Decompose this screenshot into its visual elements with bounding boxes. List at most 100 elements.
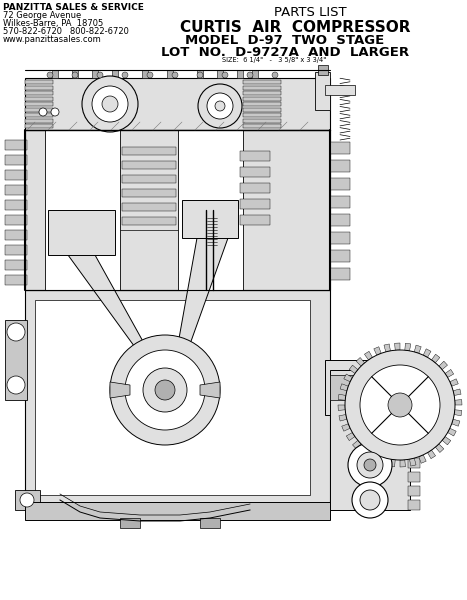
Bar (5, 170, 27, 180)
Polygon shape (414, 345, 421, 353)
Polygon shape (445, 370, 454, 377)
Bar (15, 490, 40, 510)
Circle shape (388, 393, 412, 417)
Circle shape (20, 493, 34, 507)
Bar (5, 275, 27, 285)
Bar (408, 444, 420, 454)
Circle shape (7, 323, 25, 341)
Bar (252, 70, 258, 78)
Bar (25, 80, 53, 84)
Circle shape (72, 72, 78, 78)
Circle shape (348, 443, 392, 487)
Polygon shape (400, 460, 405, 467)
Bar (120, 518, 140, 528)
Bar (5, 245, 27, 255)
Bar (112, 70, 118, 78)
Bar (122, 189, 176, 197)
Circle shape (352, 482, 388, 518)
Polygon shape (68, 255, 160, 372)
Bar (122, 147, 176, 155)
Polygon shape (453, 389, 461, 395)
Polygon shape (384, 344, 390, 352)
Polygon shape (423, 349, 431, 358)
Polygon shape (364, 352, 373, 360)
Bar (240, 183, 270, 193)
Polygon shape (342, 424, 350, 431)
Bar (330, 142, 350, 154)
Circle shape (97, 72, 103, 78)
Bar (122, 175, 176, 183)
Bar (408, 458, 420, 468)
Polygon shape (432, 354, 440, 363)
Text: MODEL  D-97  TWO  STAGE: MODEL D-97 TWO STAGE (185, 34, 385, 47)
Bar (330, 160, 350, 172)
Bar (237, 70, 243, 78)
Polygon shape (455, 400, 462, 405)
Circle shape (207, 93, 233, 119)
Bar (122, 203, 176, 211)
Circle shape (92, 86, 128, 122)
Bar (330, 196, 350, 208)
Polygon shape (410, 458, 416, 466)
Circle shape (364, 459, 376, 471)
Bar (243, 124, 281, 128)
Bar (325, 360, 370, 415)
Text: www.panzittasales.com: www.panzittasales.com (3, 35, 102, 44)
Bar (240, 215, 270, 225)
Polygon shape (439, 361, 447, 370)
Polygon shape (442, 437, 451, 445)
Bar (5, 215, 27, 225)
Polygon shape (110, 382, 130, 398)
Bar (35, 300, 310, 495)
Bar (408, 402, 420, 412)
Circle shape (7, 376, 25, 394)
Bar (240, 151, 270, 161)
Bar (178, 130, 243, 290)
Polygon shape (344, 374, 353, 382)
Bar (408, 374, 420, 384)
Bar (200, 518, 220, 528)
Circle shape (155, 380, 175, 400)
Bar (243, 91, 281, 95)
Bar (25, 91, 53, 95)
Bar (330, 250, 350, 262)
Bar (197, 70, 203, 78)
Polygon shape (379, 457, 386, 465)
Polygon shape (369, 452, 377, 461)
Polygon shape (200, 382, 220, 398)
Circle shape (125, 350, 205, 430)
Polygon shape (427, 450, 436, 458)
Bar (330, 268, 350, 280)
Bar (167, 70, 173, 78)
Bar (408, 472, 420, 482)
Bar (5, 320, 27, 400)
Bar (315, 72, 330, 110)
Bar (408, 430, 420, 440)
Text: 570-822-6720   800-822-6720: 570-822-6720 800-822-6720 (3, 27, 129, 36)
Bar (182, 200, 238, 238)
Text: CURTIS  AIR  COMPRESSOR: CURTIS AIR COMPRESSOR (180, 20, 410, 35)
Circle shape (39, 108, 47, 116)
Circle shape (147, 72, 153, 78)
Bar (142, 70, 148, 78)
Circle shape (110, 335, 220, 445)
Polygon shape (347, 433, 355, 440)
Polygon shape (435, 444, 444, 452)
Bar (243, 113, 281, 117)
Bar (330, 214, 350, 226)
Circle shape (82, 76, 138, 132)
Bar (25, 130, 330, 290)
Polygon shape (173, 238, 228, 372)
Bar (408, 388, 420, 398)
Bar (25, 124, 53, 128)
Circle shape (143, 368, 187, 412)
Bar (5, 200, 27, 210)
Circle shape (360, 490, 380, 510)
Bar (25, 78, 330, 130)
Bar (25, 85, 53, 89)
Bar (5, 230, 27, 240)
Circle shape (51, 108, 59, 116)
Polygon shape (395, 343, 400, 350)
Bar (25, 102, 53, 106)
Bar (408, 416, 420, 426)
